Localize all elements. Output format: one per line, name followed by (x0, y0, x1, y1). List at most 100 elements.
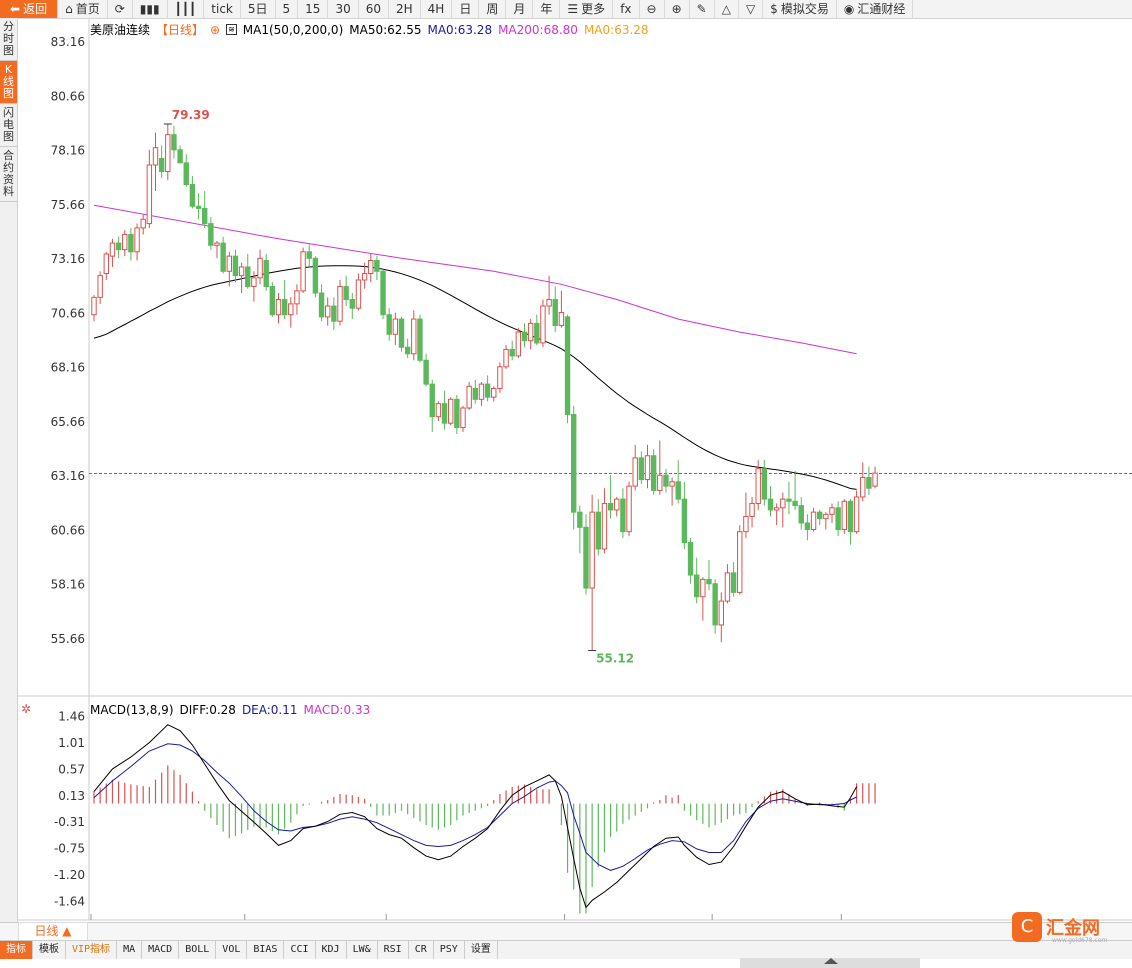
candle-body (312, 257, 319, 294)
candle-body (767, 498, 774, 511)
toolbar-label: 30 (335, 1, 351, 16)
candle-body (644, 455, 651, 481)
settings-icon[interactable]: ⊕ (210, 22, 221, 37)
macd-name: MACD(13,8,9) (90, 703, 174, 717)
indicator-tab-0[interactable]: 指标 (0, 941, 33, 959)
back-arrow-icon: ⬅ (10, 1, 21, 16)
period-14-button[interactable]: 周 (479, 0, 507, 18)
period-9-button[interactable]: 30 (328, 0, 359, 18)
indicator-tab-11[interactable]: RSI (378, 941, 409, 959)
price-tick-label: 80.66 (51, 89, 85, 103)
zoom-in-button[interactable]: ⊕ (665, 0, 690, 18)
candlestick-button[interactable]: ┃┃┃ (168, 0, 205, 18)
indicator-tab-1[interactable]: 模板 (33, 941, 66, 959)
globe-button[interactable]: ◉ 汇通财经 (837, 0, 914, 18)
candle-body (620, 498, 626, 533)
period-8-button[interactable]: 15 (298, 0, 329, 18)
period-switch-button[interactable]: 日线 ▲ (18, 922, 88, 942)
dollar-button[interactable]: $ 模拟交易 (763, 0, 837, 18)
scroll-up-icon[interactable] (824, 958, 838, 964)
candle-body (232, 255, 239, 277)
indicator-tab-9[interactable]: KDJ (316, 941, 347, 959)
sidebar-tab-3[interactable]: 合约资料 (0, 147, 17, 202)
candle-body (288, 303, 294, 316)
candle-body (503, 348, 509, 368)
candle-body (368, 259, 374, 274)
sidebar-tab-2[interactable]: 闪电图 (0, 104, 17, 147)
bar-chart-button[interactable]: ▮▮▮ (133, 0, 168, 18)
candle-body (712, 583, 718, 626)
candle-body (208, 223, 214, 246)
candle-body (269, 286, 276, 316)
period-12-button[interactable]: 4H (421, 0, 453, 18)
candle-body (534, 322, 540, 344)
sidebar-tab-0[interactable]: 分时图 (0, 18, 17, 61)
candle-body (700, 578, 706, 598)
price-tick-label: 70.66 (51, 306, 85, 320)
logo: C 汇金网 (1012, 912, 1100, 942)
macd-settings-icon[interactable]: ✲ (21, 702, 32, 716)
period-5-button[interactable]: tick (204, 0, 241, 18)
indicator-tab-10[interactable]: LW& (347, 941, 378, 959)
macd-tick-label: -1.64 (54, 894, 85, 908)
refresh-button[interactable]: ⟳ (108, 0, 133, 18)
horizontal-scrollbar[interactable] (740, 958, 920, 968)
refresh-icon: ⟳ (114, 1, 125, 16)
pen-button[interactable]: ✎ (690, 0, 715, 18)
back-arrow-button[interactable]: ⬅ 返回 (0, 0, 59, 18)
macd-diff-label: DIFF:0.28 (179, 703, 236, 717)
period-11-button[interactable]: 2H (389, 0, 421, 18)
candle-body (540, 305, 546, 344)
indicator-tab-7[interactable]: BIAS (247, 941, 285, 959)
indicator-tab-14[interactable]: 设置 (465, 941, 498, 959)
candle-body (810, 511, 817, 530)
high-annotation: 79.39 (172, 108, 210, 122)
candle-body (441, 403, 448, 424)
candle-body (214, 242, 220, 246)
function-button[interactable]: fx (613, 0, 640, 18)
candle-body (589, 511, 595, 589)
candle-body (853, 496, 860, 533)
home-button[interactable]: ⌂ 首页 (58, 0, 108, 18)
toolbar: ⬅ 返回 ⌂ 首页 ⟳ ▮▮▮ ┃┃┃ tick 5日 5 15 30 60 2H 4H 日周月年 ☰ 更多 fx ⊖… (0, 0, 1132, 19)
period-6-button[interactable]: 5日 (241, 0, 276, 18)
ma-chart-icon[interactable]: ≋ (226, 24, 237, 35)
candle-body (687, 542, 694, 576)
zoom-out-button[interactable]: ⊖ (640, 0, 665, 18)
candle-body (841, 500, 847, 530)
indicator-tab-8[interactable]: CCI (284, 941, 316, 959)
triangle-down-button[interactable]: ▽ (739, 0, 764, 18)
indicator-tab-5[interactable]: BOLL (179, 941, 217, 959)
candle-body (423, 359, 429, 385)
candle-body (792, 500, 798, 507)
triangle-up-button[interactable]: △ (715, 0, 739, 18)
toolbar-label: 15 (305, 1, 321, 16)
indicator-tab-12[interactable]: CR (409, 941, 434, 959)
candle-body (460, 407, 466, 429)
candle-body (872, 472, 878, 487)
price-tick-label: 60.66 (51, 523, 85, 537)
period-10-button[interactable]: 60 (359, 0, 389, 18)
toolbar-label: 返回 (23, 1, 48, 16)
candle-body (238, 266, 245, 277)
chart-area[interactable]: 83.16 80.66 78.16 75.66 73.16 70.66 68.16 65.66… (17, 18, 1132, 936)
indicator-tab-6[interactable]: VOL (216, 941, 248, 959)
indicator-tab-13[interactable]: PSY (434, 941, 465, 959)
indicator-tab-3[interactable]: MA (117, 941, 143, 959)
period-16-button[interactable]: 年 (533, 0, 561, 18)
candlestick-icon: ┃┃┃ (174, 1, 197, 16)
candle-body (847, 500, 854, 533)
indicator-tab-4[interactable]: MACD (142, 941, 180, 959)
toolbar-label: tick (211, 1, 233, 16)
kline-chart[interactable]: 83.16 80.66 78.16 75.66 73.16 70.66 68.16 65.66… (17, 18, 1132, 936)
candle-body (718, 600, 724, 626)
menu-button[interactable]: ☰ 更多 (560, 0, 614, 18)
sidebar-tab-1[interactable]: K线图 (0, 61, 17, 104)
period-7-button[interactable]: 5 (276, 0, 299, 18)
indicator-tab-2[interactable]: VIP指标 (66, 941, 118, 959)
price-tick-label: 68.16 (51, 361, 85, 375)
main-legend: 美原油连续 【日线】 ⊕ ≋ MA1(50,0,200,0) MA50:62.5… (90, 21, 649, 38)
candle-body (411, 318, 417, 355)
period-13-button[interactable]: 日 (452, 0, 480, 18)
period-15-button[interactable]: 月 (506, 0, 534, 18)
